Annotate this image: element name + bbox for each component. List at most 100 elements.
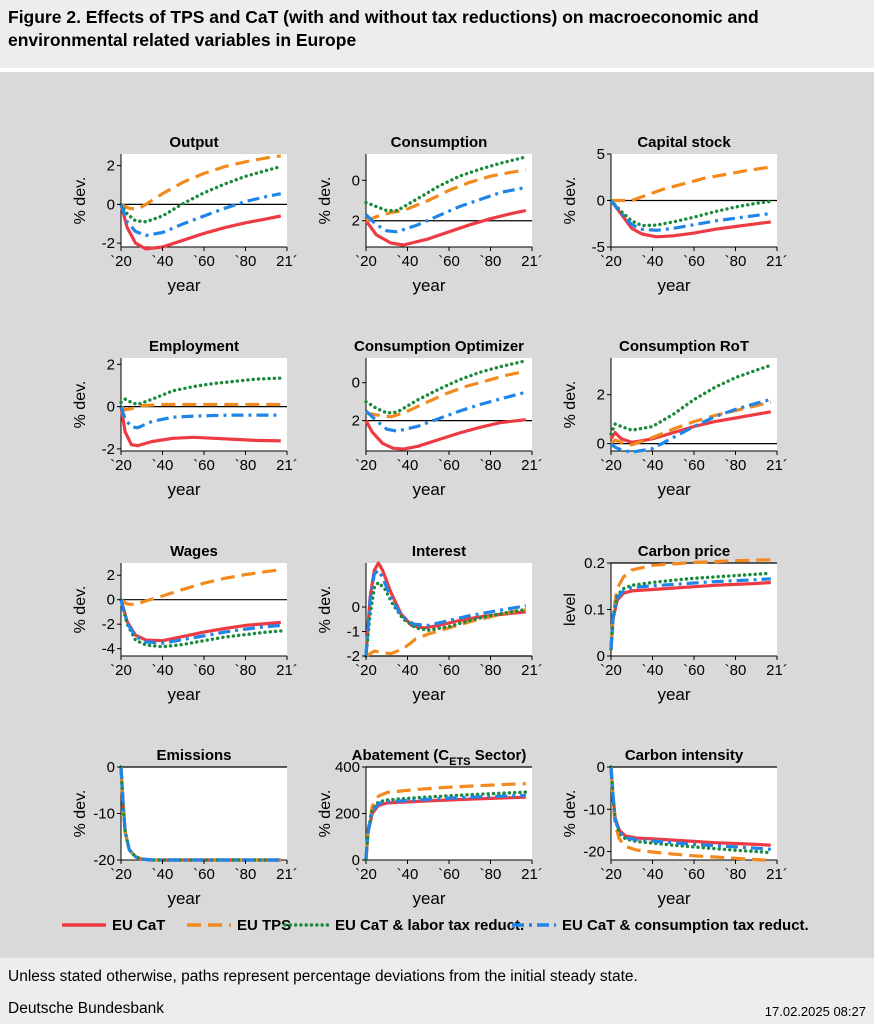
chart-grid: 20-2`20 `40 `60 `80 21´year% dev.Output02`20… [62,134,809,934]
y-tick-label: 0 [352,172,360,189]
legend-label-1: EU CaT [112,917,165,934]
x-tick-label: `20 [355,457,377,474]
series-line-1 [609,410,772,444]
y-tick-label: 0 [597,759,605,776]
x-axis-label: year [167,889,200,908]
series-line-2 [611,165,772,203]
x-axis-label: year [412,276,445,295]
x-tick-label: 21´ [276,866,298,883]
series-line-1 [609,199,772,239]
x-tick-label: `20 [600,457,622,474]
y-tick-label: 0 [352,375,360,392]
x-tick-label: `40 [642,662,664,679]
series-line-1 [364,209,527,247]
y-tick-label: 0 [352,599,360,616]
y-axis-label: level [562,593,579,626]
y-axis-label: % dev. [562,790,579,838]
legend-label-2: EU TPS [237,917,291,934]
subplot-emissions: 0 -10 -20`20 `40 `60 `80 21´ year % dev. Emission… [72,747,298,908]
series-line-3 [609,571,773,651]
x-tick-label: `40 [397,866,419,883]
series-line-4 [119,406,281,430]
x-tick-label: `60 [683,866,705,883]
series-line-3 [119,765,283,862]
subplot-title: Output [169,134,218,151]
x-tick-label: `60 [193,662,215,679]
y-tick-label: 2 [107,158,115,175]
y-tick-label: -2 [102,235,115,252]
x-tick-label: 21´ [521,662,543,679]
y-tick-label: 0.1 [584,602,605,619]
x-axis-label: year [412,685,445,704]
y-tick-label: -5 [592,239,605,256]
series-line-4 [364,390,527,433]
series-line-1 [364,418,526,451]
series-line-3 [364,790,528,861]
x-tick-label: `20 [600,866,622,883]
y-tick-label: 0.2 [584,555,605,572]
series-line-4 [119,192,282,237]
x-axis-label: year [167,276,200,295]
y-tick-label: -2 [347,648,360,665]
y-tick-label: 0 [597,648,605,665]
series-line-2 [609,766,771,862]
x-tick-label: `20 [110,662,132,679]
series-line-4 [609,766,771,851]
x-tick-label: 21´ [766,253,788,270]
x-tick-label: `40 [642,866,664,883]
x-tick-label: `60 [683,662,705,679]
plot-area [611,563,777,656]
x-tick-label: 21´ [766,457,788,474]
x-tick-label: `40 [152,662,174,679]
x-tick-label: `80 [235,662,257,679]
series-line-1 [119,406,281,448]
y-tick-label: 2 [352,213,360,230]
series-line-4 [119,599,281,645]
figure-title: Figure 2. Effects of TPS and CaT (with a… [8,7,759,50]
x-tick-label: `80 [725,866,747,883]
x-tick-label: `20 [110,253,132,270]
y-tick-label: -2 [102,616,115,633]
x-axis-label: year [657,889,690,908]
series-line-4 [364,793,526,859]
y-tick-label: 0 [107,592,115,609]
x-axis-label: year [167,480,200,499]
series-line-1 [119,203,282,251]
figure-header: Figure 2. Effects of TPS and CaT (with a… [0,0,874,68]
y-axis-label: % dev. [317,586,334,634]
x-axis-label: year [412,889,445,908]
subplot-title: Emissions [156,747,231,764]
y-tick-label: -20 [583,844,605,861]
plot-area [121,767,287,860]
x-tick-label: `80 [480,662,502,679]
x-tick-label: `20 [600,662,622,679]
series-line-2 [120,402,281,412]
y-tick-label: 200 [335,806,360,823]
series-line-2 [365,369,527,419]
x-tick-label: `40 [397,457,419,474]
subplot-consumption-optimizer: 0 2 `20 `40 `60 `80 21´ year Consumption Optimiz… [352,338,543,499]
source-label: Deutsche Bundesbank [8,1000,164,1017]
x-tick-label: `20 [110,866,132,883]
series-line-3 [364,580,528,658]
subplot-title: Consumption [391,134,488,151]
series-line-2 [120,154,282,211]
series-line-3 [364,155,528,213]
subplot-title: Capital stock [637,134,731,151]
x-tick-label: 21´ [521,457,543,474]
series-line-4 [364,185,527,234]
x-tick-label: `40 [642,253,664,270]
subplot-consumption-rot: 2 0 `20 `40 `60 `80 21´ year % dev. Consumption R… [562,338,788,499]
y-tick-label: 400 [335,759,360,776]
series-line-4 [609,199,772,232]
subplot-capital-stock: 5 0 -5`20 `40 `60 `80 21´ year % dev. Capital sto… [562,134,788,295]
y-axis-label: % dev. [72,586,89,634]
y-tick-label: 2 [597,387,605,404]
y-tick-label: -4 [102,641,115,658]
subplot-employment: 2 0 -2`20 `40 `60 `80 21´ year % dev. Employment [72,338,298,499]
plot-area [366,563,532,656]
x-tick-label: 21´ [766,662,788,679]
x-tick-label: `80 [725,253,747,270]
y-tick-label: -10 [93,806,115,823]
y-tick-label: 2 [352,413,360,430]
